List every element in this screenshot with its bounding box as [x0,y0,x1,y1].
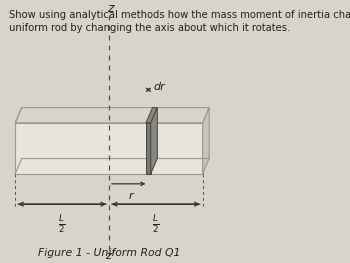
Text: dr: dr [154,82,166,92]
Polygon shape [15,123,203,174]
Polygon shape [146,123,151,174]
Text: Figure 1 - Uniform Rod Q1: Figure 1 - Uniform Rod Q1 [38,247,180,257]
Text: Show using analytical methods how the mass moment of inertia changes for a
unifo: Show using analytical methods how the ma… [9,10,350,33]
Text: z: z [107,2,113,15]
Text: $\frac{L}{2}$: $\frac{L}{2}$ [152,213,160,235]
Polygon shape [15,108,209,123]
Text: $\frac{L}{2}$: $\frac{L}{2}$ [58,213,66,235]
Text: z’: z’ [105,251,115,261]
Text: r: r [128,191,133,201]
Polygon shape [146,108,157,123]
Polygon shape [203,108,209,174]
Polygon shape [151,108,157,174]
